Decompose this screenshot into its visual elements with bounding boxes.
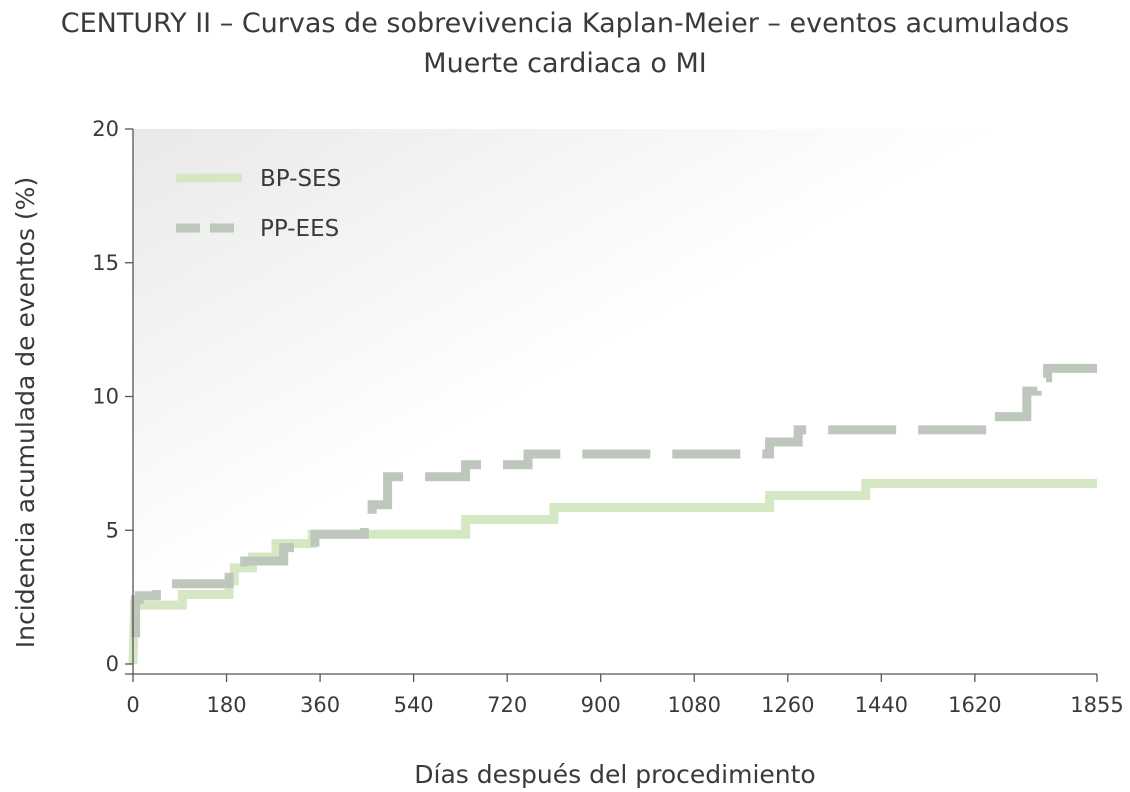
x-tick-label: 1440 xyxy=(855,693,908,717)
legend-label-bp-ses: BP-SES xyxy=(260,166,341,192)
y-tick-label: 0 xyxy=(106,652,119,676)
x-tick-label: 360 xyxy=(300,693,340,717)
series-group xyxy=(128,363,1097,665)
x-axis-label: Días después del procedimiento xyxy=(414,760,815,789)
x-tick-label: 1260 xyxy=(761,693,814,717)
axes-group: 0 5 10 15 20 0 180 360 540 720 900 1080 1260 1440 1620… xyxy=(92,117,1123,717)
legend-label-pp-ees: PP-EES xyxy=(260,216,339,242)
y-tick-label: 10 xyxy=(92,385,119,409)
y-tick-label: 5 xyxy=(106,518,119,542)
x-tick-label: 540 xyxy=(394,693,434,717)
y-axis-label: Incidencia acumulada de eventos (%) xyxy=(11,177,40,648)
chart-title: CENTURY II – Curvas de sobrevivencia Kap… xyxy=(60,8,1070,39)
x-tick-label: 1620 xyxy=(948,693,1001,717)
plot-area xyxy=(133,129,1097,664)
legend: BP-SES PP-EES xyxy=(176,166,341,242)
x-tick-label: 1855 xyxy=(1070,693,1123,717)
chart-subtitle: Muerte cardiaca o MI xyxy=(423,48,707,79)
x-tick-label: 0 xyxy=(126,693,139,717)
y-tick-label: 20 xyxy=(92,117,119,141)
x-tick-label: 720 xyxy=(487,693,527,717)
x-tick-label: 1080 xyxy=(668,693,721,717)
x-tick-label: 900 xyxy=(581,693,621,717)
x-tick-label: 180 xyxy=(206,693,246,717)
series-line-pp-ees xyxy=(131,363,1097,638)
series-line-bp-ses xyxy=(128,478,1097,665)
y-tick-label: 15 xyxy=(92,251,119,275)
